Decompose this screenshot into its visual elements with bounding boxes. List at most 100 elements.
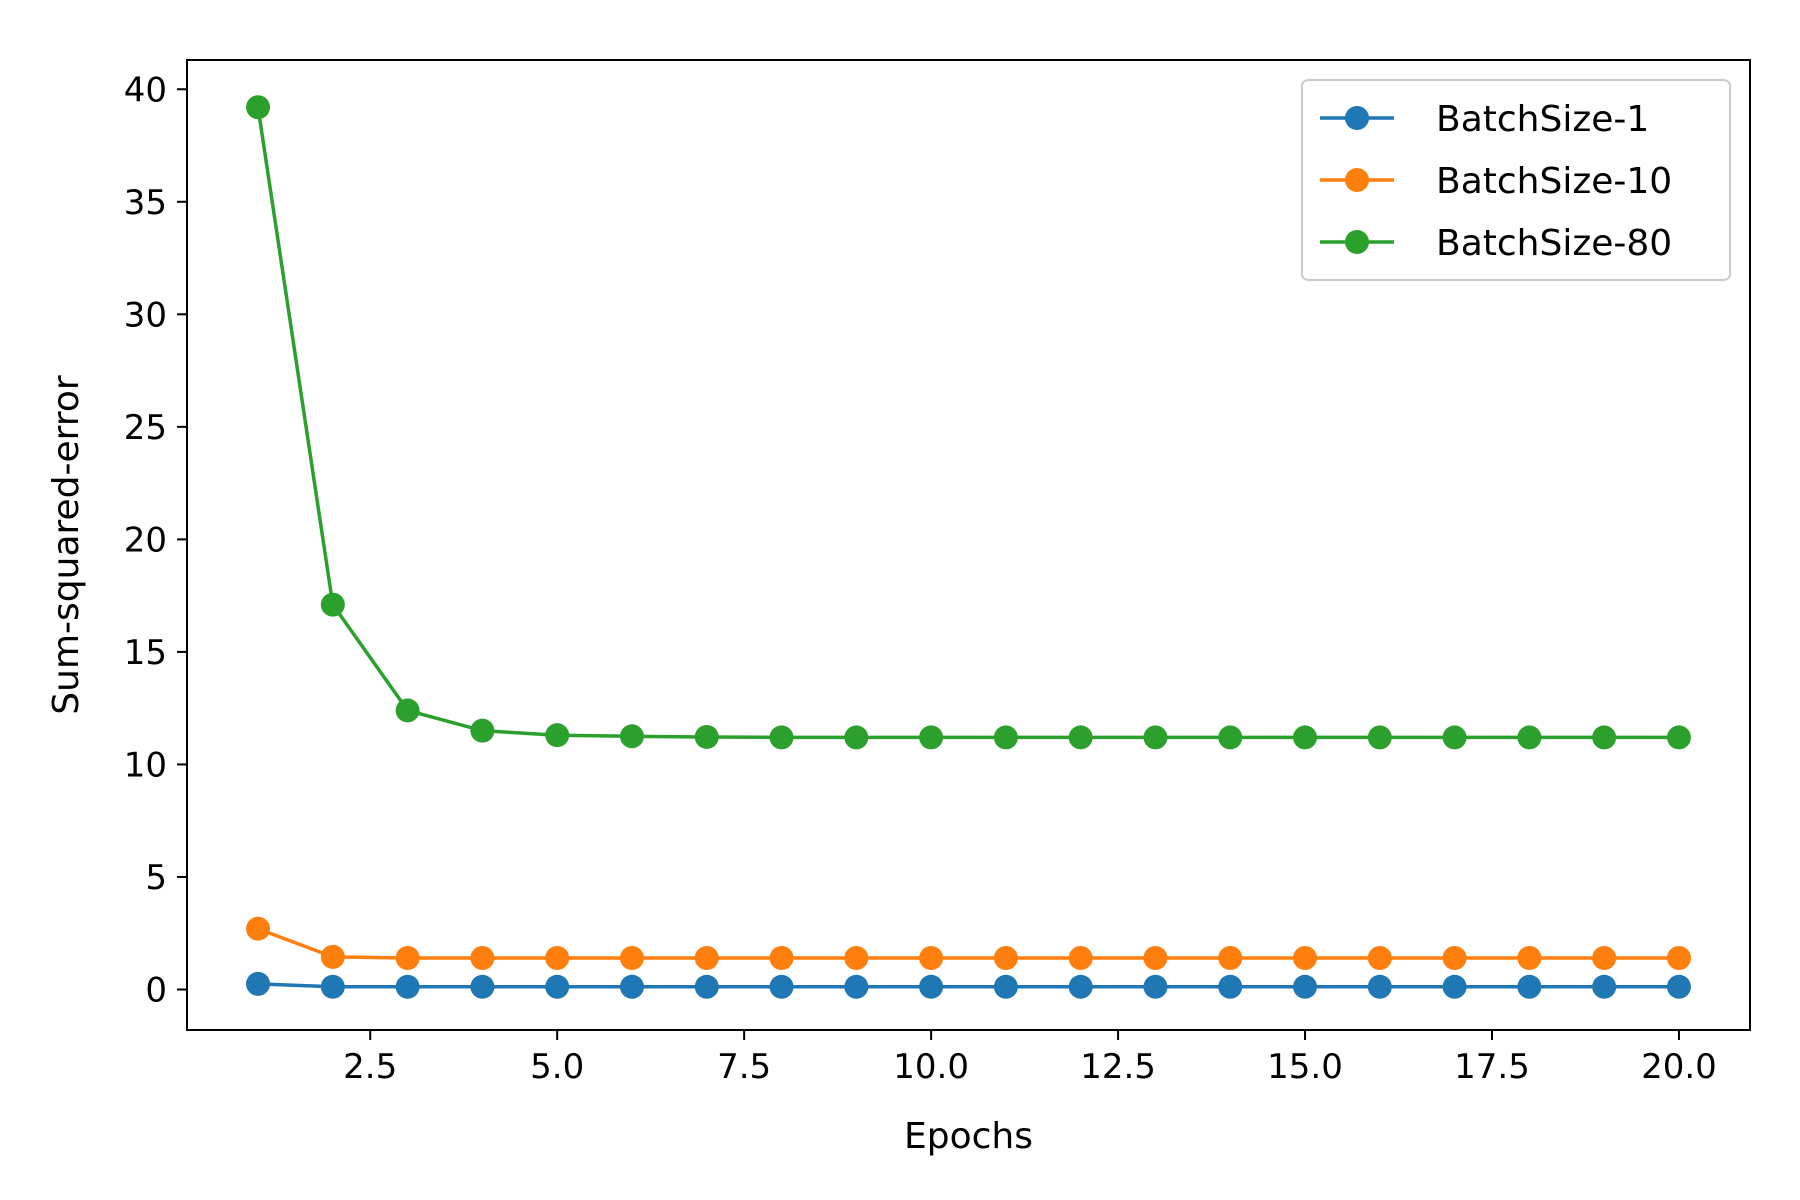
data-point	[1218, 725, 1243, 750]
x-axis-label: Epochs	[904, 1116, 1033, 1157]
data-point	[619, 724, 644, 749]
legend-marker	[1345, 168, 1369, 192]
legend-item: BatchSize-10	[1320, 161, 1672, 202]
data-point	[545, 945, 570, 970]
data-point	[993, 974, 1018, 999]
data-point	[1143, 974, 1168, 999]
y-tick-label: 30	[124, 295, 167, 335]
data-point	[545, 974, 570, 999]
data-point	[919, 725, 944, 750]
series-batchsize-80	[246, 95, 1691, 750]
data-point	[1666, 725, 1691, 750]
data-point	[1143, 725, 1168, 750]
data-point	[246, 971, 271, 996]
x-tick-label: 7.5	[717, 1047, 771, 1087]
data-point	[694, 724, 719, 749]
series-line	[257, 927, 1679, 960]
data-point	[993, 725, 1018, 750]
data-point	[1293, 945, 1318, 970]
y-tick-label: 20	[124, 520, 167, 560]
x-tick-label: 12.5	[1080, 1047, 1156, 1087]
legend-item: BatchSize-1	[1320, 99, 1649, 140]
series-layer	[246, 95, 1691, 999]
y-axis: 0 5 10 15 20 25 30 35 40	[124, 70, 187, 1010]
data-point	[395, 698, 420, 723]
data-point	[395, 974, 420, 999]
y-tick-label: 0	[145, 970, 167, 1010]
data-point	[694, 974, 719, 999]
x-tick-label: 5.0	[530, 1047, 584, 1087]
data-point	[246, 916, 271, 941]
data-point	[1293, 725, 1318, 750]
data-point	[1517, 945, 1542, 970]
series-line	[257, 982, 1679, 989]
data-point	[470, 974, 495, 999]
data-point	[1442, 945, 1467, 970]
y-tick-label: 40	[124, 70, 167, 110]
data-point	[993, 945, 1018, 970]
x-tick-label: 10.0	[893, 1047, 969, 1087]
series-batchsize-10	[246, 916, 1691, 970]
legend-box	[1301, 79, 1731, 281]
data-point	[1068, 945, 1093, 970]
data-point	[470, 718, 495, 743]
data-point	[1592, 725, 1617, 750]
data-point	[1592, 974, 1617, 999]
data-point	[1666, 945, 1691, 970]
data-point	[246, 95, 271, 120]
legend-label: BatchSize-10	[1436, 161, 1672, 202]
legend-label: BatchSize-80	[1436, 223, 1672, 264]
x-tick-label: 20.0	[1641, 1047, 1717, 1087]
data-point	[619, 974, 644, 999]
data-point	[919, 974, 944, 999]
series-line	[256, 107, 1679, 740]
data-point	[1367, 945, 1392, 970]
data-point	[1218, 974, 1243, 999]
data-point	[1666, 974, 1691, 999]
data-point	[1068, 974, 1093, 999]
data-point	[1517, 725, 1542, 750]
data-point	[694, 945, 719, 970]
x-tick-label: 17.5	[1454, 1047, 1530, 1087]
data-point	[1592, 945, 1617, 970]
data-point	[1367, 725, 1392, 750]
data-point	[1143, 945, 1168, 970]
data-point	[769, 974, 794, 999]
y-tick-label: 5	[145, 858, 167, 898]
y-tick-label: 10	[124, 745, 167, 785]
y-tick-label: 25	[124, 408, 167, 448]
data-point	[470, 945, 495, 970]
data-point	[320, 592, 345, 617]
x-tick-label: 2.5	[343, 1047, 397, 1087]
data-point	[619, 945, 644, 970]
legend: BatchSize-1 BatchSize-10 BatchSize-80	[1301, 79, 1731, 281]
data-point	[320, 974, 345, 999]
data-point	[1068, 725, 1093, 750]
data-point	[919, 945, 944, 970]
data-point	[395, 945, 420, 970]
legend-label: BatchSize-1	[1436, 99, 1649, 140]
data-point	[545, 723, 570, 748]
x-tick-label: 15.0	[1267, 1047, 1343, 1087]
data-point	[844, 945, 869, 970]
data-point	[844, 974, 869, 999]
data-point	[1517, 974, 1542, 999]
data-point	[1442, 725, 1467, 750]
x-axis: 2.5 5.0 7.5 10.0 12.5 15.0 17.5 20.0	[343, 1030, 1717, 1087]
legend-marker	[1345, 230, 1369, 254]
data-point	[769, 945, 794, 970]
y-axis-label: Sum-squared-error	[46, 375, 87, 715]
legend-marker	[1345, 106, 1369, 130]
y-tick-label: 15	[124, 633, 167, 673]
legend-item: BatchSize-80	[1320, 223, 1672, 264]
data-point	[844, 725, 869, 750]
data-point	[769, 725, 794, 750]
axes-frame	[186, 59, 1751, 1031]
series-batchsize-1	[246, 971, 1691, 999]
data-point	[1218, 945, 1243, 970]
y-tick-label: 35	[124, 183, 167, 223]
data-point	[1442, 974, 1467, 999]
data-point	[1367, 974, 1392, 999]
data-point	[1293, 974, 1318, 999]
